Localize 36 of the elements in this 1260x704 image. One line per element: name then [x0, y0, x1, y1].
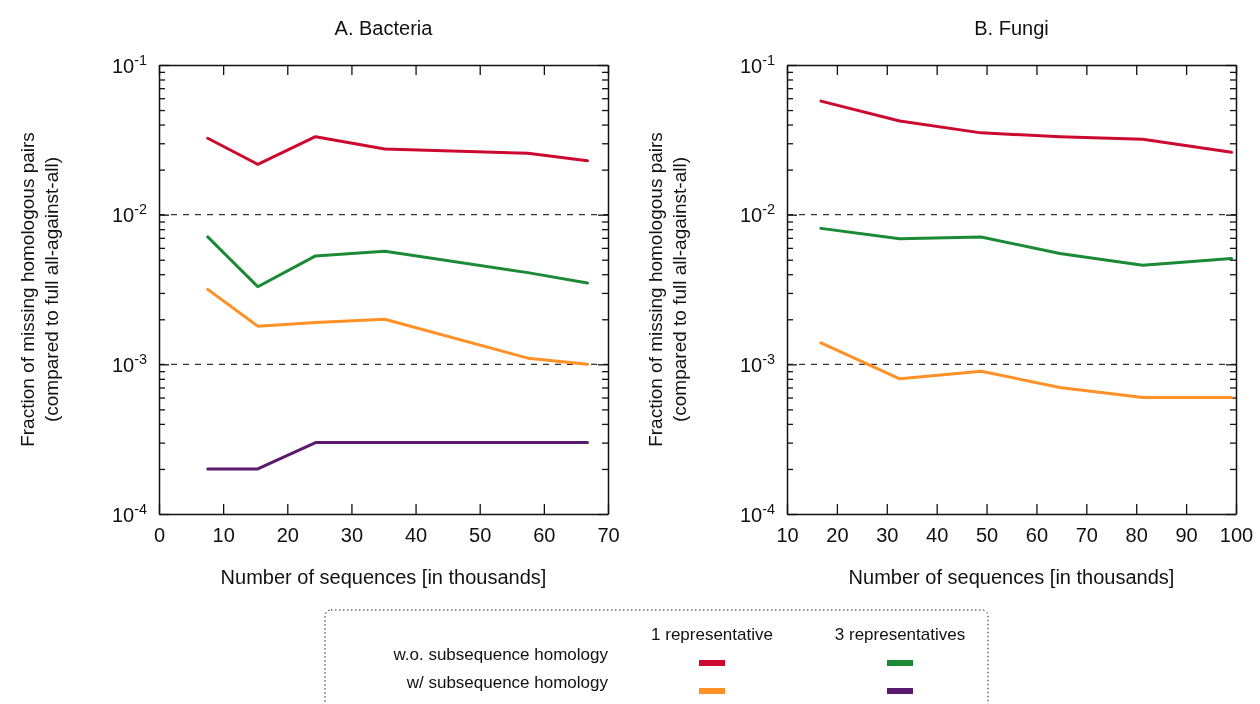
- chart-title: B. Fungi: [974, 17, 1049, 39]
- x-tick-label: 60: [533, 524, 556, 547]
- y-axis-title: Fraction of missing homologous pairs (compared to full all-against-all): [645, 132, 690, 447]
- x-tick-label: 70: [1075, 524, 1098, 547]
- x-tick-label: 20: [276, 524, 299, 547]
- text: 1 representative: [651, 625, 773, 644]
- x-tick-label: 100: [1219, 524, 1254, 547]
- x-tick-label: 60: [1025, 524, 1049, 547]
- y-axis-title: Fraction of missing homologous pairs (compared to full all-against-all): [17, 132, 62, 447]
- x-tick-label: 40: [926, 524, 949, 547]
- x-tick-label: 80: [1125, 524, 1148, 547]
- x-axis-title: Number of sequences [in thousands]: [848, 566, 1175, 588]
- y-tick-label: 10$^{-4}$: [111, 500, 147, 526]
- x-tick-label: 90: [1175, 524, 1198, 547]
- y-tick-label: 10$^{-1}$: [111, 51, 147, 77]
- x-tick-label: 30: [340, 524, 364, 547]
- x-tick-label: 30: [876, 524, 899, 547]
- chart-title: A. Bacteria: [334, 17, 434, 39]
- text: 3 representatives: [834, 625, 966, 644]
- y-tick-label: 10$^{-3}$: [111, 350, 147, 376]
- x-tick-label: 70: [597, 524, 620, 547]
- x-tick-label: 50: [469, 524, 492, 547]
- y-tick-label: 10$^{-1}$: [739, 51, 775, 77]
- x-tick-label: 20: [826, 524, 849, 547]
- y-tick-label: 10$^{-2}$: [739, 201, 775, 227]
- text: w.o. subsequence homology: [392, 645, 609, 664]
- x-tick-label: 50: [975, 524, 999, 547]
- x-tick-label: 0: [153, 524, 166, 547]
- y-tick-label: 10$^{-2}$: [111, 201, 147, 227]
- x-tick-label: 10: [776, 524, 799, 547]
- y-tick-label: 10$^{-4}$: [739, 500, 775, 526]
- x-tick-label: 10: [212, 524, 235, 547]
- text: w/ subsequence homology: [405, 673, 609, 692]
- x-axis-title: Number of sequences [in thousands]: [220, 566, 547, 588]
- x-tick-label: 40: [404, 524, 428, 547]
- y-tick-label: 10$^{-3}$: [739, 350, 775, 376]
